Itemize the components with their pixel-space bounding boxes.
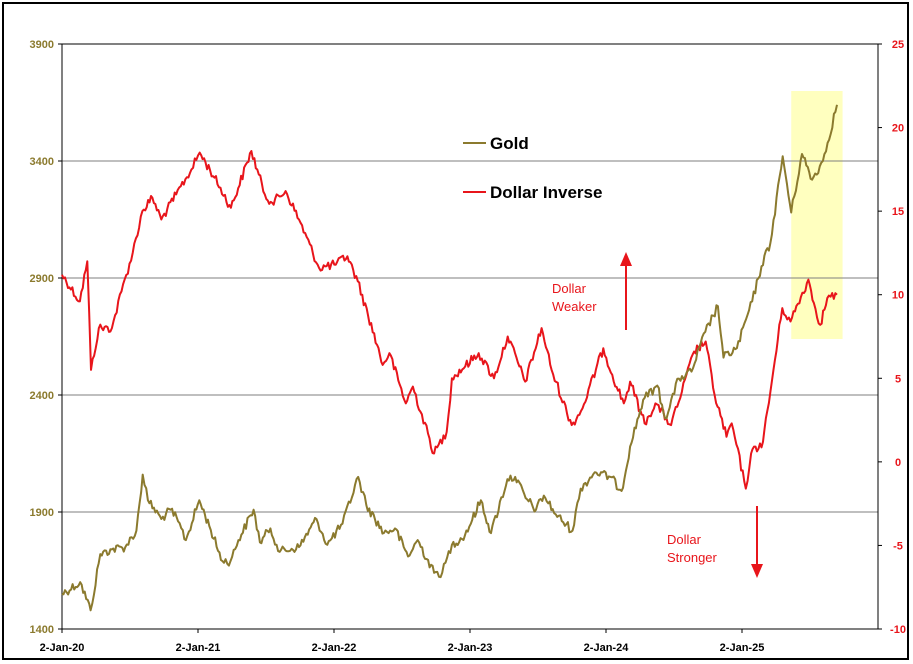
right-tick-label: 0 xyxy=(895,457,901,469)
plot-area-border xyxy=(61,43,879,630)
annotation-dollar-weaker-line2: Weaker xyxy=(552,299,597,314)
right-tick-label: 15 xyxy=(892,206,904,218)
right-tick-label: -10 xyxy=(890,624,906,636)
gridlines xyxy=(62,160,878,513)
x-tick-label: 2-Jan-22 xyxy=(312,642,357,654)
annotation-dollar-weaker-line1: Dollar xyxy=(552,281,587,296)
annotations: Dollar Weaker Dollar Stronger xyxy=(552,252,763,578)
right-tick-label: 5 xyxy=(895,373,901,385)
legend-dollar-label: Dollar Inverse xyxy=(490,183,602,202)
right-tick-label: -5 xyxy=(893,540,903,552)
x-tick-label: 2-Jan-23 xyxy=(448,642,493,654)
right-tick-label: 20 xyxy=(892,123,904,135)
left-tick-label: 3900 xyxy=(30,39,54,51)
legend-gold-label: Gold xyxy=(490,134,529,153)
x-tick-label: 2-Jan-25 xyxy=(720,642,765,654)
right-tick-label: 25 xyxy=(892,39,904,51)
series-line-gold xyxy=(61,104,838,612)
up-arrow-icon xyxy=(620,252,632,330)
annotation-dollar-stronger-line2: Stronger xyxy=(667,550,718,565)
left-tick-label: 1900 xyxy=(30,507,54,519)
left-tick-label: 2400 xyxy=(30,390,54,402)
up-arrow-head xyxy=(620,252,632,266)
down-arrow-icon xyxy=(751,506,763,578)
right-axis: -10 -5 0 5 10 15 20 25 xyxy=(878,39,906,636)
left-tick-label: 3400 xyxy=(30,156,54,168)
right-tick-label: 10 xyxy=(892,290,904,302)
left-axis: 1400 1900 2400 2900 3400 3900 xyxy=(30,39,62,636)
left-tick-label: 1400 xyxy=(30,624,54,636)
x-axis: 2-Jan-20 2-Jan-21 2-Jan-22 2-Jan-23 2-Jan-24… xyxy=(40,629,765,654)
series-line-dollar-inverse xyxy=(61,150,838,490)
series-layer xyxy=(61,104,838,612)
x-tick-label: 2-Jan-20 xyxy=(40,642,85,654)
legend: Gold Dollar Inverse xyxy=(463,134,602,202)
down-arrow-head xyxy=(751,564,763,578)
left-tick-label: 2900 xyxy=(30,273,54,285)
annotation-dollar-stronger-line1: Dollar xyxy=(667,532,702,547)
x-tick-label: 2-Jan-21 xyxy=(176,642,221,654)
x-tick-label: 2-Jan-24 xyxy=(584,642,630,654)
